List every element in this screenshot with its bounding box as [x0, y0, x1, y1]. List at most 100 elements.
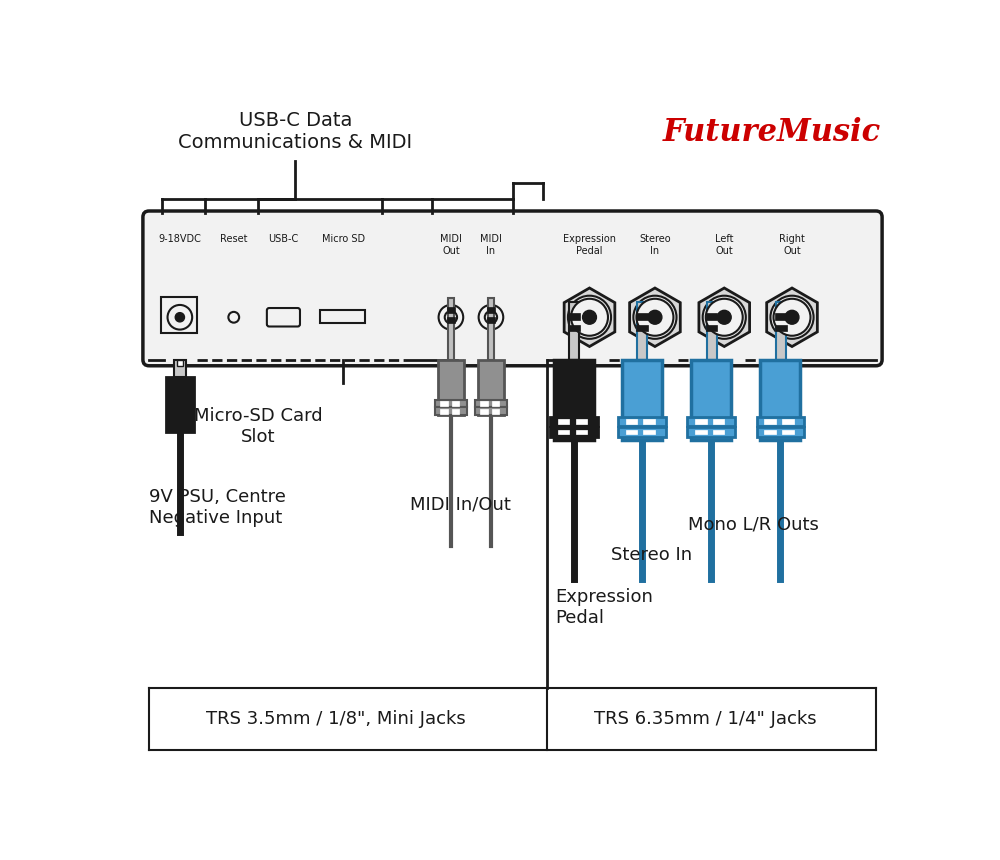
Bar	[764, 430, 776, 434]
Bar	[636, 313, 648, 320]
Bar	[480, 408, 488, 414]
Circle shape	[770, 296, 814, 339]
Text: TRS 3.5mm / 1/8", Mini Jacks: TRS 3.5mm / 1/8", Mini Jacks	[206, 710, 465, 728]
Circle shape	[633, 296, 677, 339]
Bar	[695, 419, 707, 423]
Bar	[643, 419, 655, 423]
Polygon shape	[699, 288, 750, 347]
Bar	[713, 419, 724, 423]
Bar	[438, 359, 464, 415]
Bar	[554, 359, 594, 440]
Bar	[626, 430, 637, 434]
Polygon shape	[630, 288, 680, 347]
Bar	[569, 325, 580, 331]
Circle shape	[717, 310, 731, 324]
Circle shape	[568, 296, 611, 339]
Bar	[706, 325, 717, 331]
Bar	[687, 416, 735, 426]
Text: Reset: Reset	[220, 234, 248, 244]
Bar	[166, 377, 194, 432]
Circle shape	[439, 305, 463, 329]
Text: Left
Out: Left Out	[715, 234, 734, 255]
Bar	[687, 427, 735, 437]
Bar	[782, 419, 794, 423]
Bar	[487, 307, 495, 313]
Bar	[775, 325, 787, 331]
Bar	[576, 419, 587, 423]
Bar	[452, 401, 459, 406]
Bar	[643, 430, 655, 434]
Bar	[713, 430, 724, 434]
Text: FutureMusic: FutureMusic	[662, 117, 881, 148]
Text: Expression
Pedal: Expression Pedal	[563, 234, 616, 255]
Polygon shape	[767, 288, 817, 347]
Text: TRS 6.35mm / 1/4" Jacks: TRS 6.35mm / 1/4" Jacks	[594, 710, 816, 728]
Bar	[452, 408, 459, 414]
Bar	[440, 401, 448, 406]
Circle shape	[175, 313, 184, 322]
Bar	[558, 419, 569, 423]
Bar	[707, 302, 717, 359]
Bar	[695, 430, 707, 434]
Bar	[440, 408, 448, 414]
Text: 9-18VDC: 9-18VDC	[158, 234, 201, 244]
Bar	[492, 401, 499, 406]
Bar	[177, 359, 183, 365]
Bar	[492, 408, 499, 414]
Text: 9V PSU, Centre
Negative Input: 9V PSU, Centre Negative Input	[149, 488, 286, 527]
Bar	[757, 416, 804, 426]
Circle shape	[785, 310, 799, 324]
Bar	[447, 307, 455, 313]
Text: USB-C: USB-C	[268, 234, 298, 244]
Bar	[550, 416, 598, 426]
Circle shape	[648, 310, 662, 324]
Circle shape	[168, 305, 192, 329]
Bar	[764, 419, 776, 423]
Text: Expression
Pedal: Expression Pedal	[555, 588, 653, 627]
Bar	[775, 313, 787, 320]
Bar	[488, 298, 494, 359]
Text: Micro SD: Micro SD	[322, 234, 365, 244]
Circle shape	[485, 311, 497, 323]
FancyBboxPatch shape	[143, 211, 882, 366]
Bar	[782, 430, 794, 434]
Bar	[558, 430, 569, 434]
Bar	[569, 302, 579, 359]
Text: MIDI
In: MIDI In	[480, 234, 502, 255]
Circle shape	[774, 298, 810, 335]
Bar	[637, 302, 647, 359]
Bar	[776, 302, 786, 359]
Bar	[435, 400, 467, 408]
FancyBboxPatch shape	[267, 308, 300, 327]
Bar	[475, 400, 507, 408]
Polygon shape	[564, 288, 615, 347]
Circle shape	[636, 298, 673, 335]
Circle shape	[445, 311, 457, 323]
Bar	[618, 427, 666, 437]
Bar	[706, 313, 717, 320]
Text: Micro-SD Card
Slot: Micro-SD Card Slot	[194, 408, 323, 446]
Bar	[475, 408, 507, 415]
Bar	[448, 298, 454, 359]
Text: Mono L/R Outs: Mono L/R Outs	[688, 515, 819, 533]
Text: USB-C Data
Communications & MIDI: USB-C Data Communications & MIDI	[178, 111, 412, 152]
Bar	[626, 419, 637, 423]
Bar	[569, 313, 580, 320]
Bar	[174, 359, 186, 377]
Text: Right
Out: Right Out	[779, 234, 805, 255]
Text: Stereo
In: Stereo In	[639, 234, 671, 255]
Bar	[320, 310, 365, 322]
Bar	[480, 401, 488, 406]
Text: MIDI
Out: MIDI Out	[440, 234, 462, 255]
Bar	[691, 359, 731, 440]
Circle shape	[228, 312, 239, 322]
Bar	[622, 359, 662, 440]
Bar	[550, 427, 598, 437]
Bar	[478, 359, 504, 415]
Bar	[435, 408, 467, 415]
Circle shape	[479, 305, 503, 329]
Bar	[447, 317, 455, 322]
Bar	[618, 416, 666, 426]
Bar	[757, 427, 804, 437]
Bar	[636, 325, 648, 331]
